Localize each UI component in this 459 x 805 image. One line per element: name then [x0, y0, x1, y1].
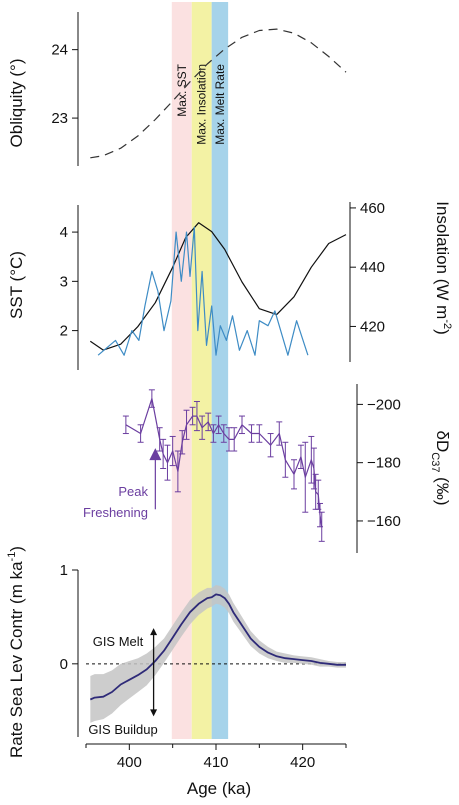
ylabel-insolation: Insolation (W m-2) [433, 201, 453, 335]
y-tick-label-sst: 3 [60, 273, 68, 290]
peak-freshening-line1: Peak [118, 484, 148, 499]
y-tick-label-dD: −160 [367, 513, 401, 530]
gis-melt-label: GIS Melt [93, 634, 144, 649]
panel-obliquity: 23 24 [51, 12, 347, 166]
y-tick-label-dD: −180 [367, 455, 401, 472]
band-max-melt-rate [211, 2, 229, 739]
y-tick-label-sst: 4 [60, 224, 68, 241]
band-label-max-melt-rate: Max. Melt Rate [213, 64, 227, 145]
highlight-bands: Max. SST Max. Insolation Max. Melt Rate [171, 2, 229, 739]
band-label-max-sst: Max. SST [175, 63, 189, 116]
panel-sst: 2 3 4 [60, 205, 309, 370]
panel-dD: −200 −180 −160 [122, 384, 401, 553]
y-tick-label-melt: 0 [60, 656, 68, 673]
y-tick-label-sst: 2 [60, 323, 68, 340]
y-tick-label-insolation: 440 [360, 259, 385, 276]
x-tick-label: 410 [203, 754, 228, 771]
y-tick-label-obliquity: 24 [51, 42, 68, 59]
ylabel-dd: δDC37 (‰) [429, 431, 452, 506]
band-max-sst [171, 2, 192, 739]
x-tick-label: 420 [290, 754, 315, 771]
band-max-insolation [191, 2, 212, 739]
axis-titles: Obliquity (°) SST (°C) Insolation (W m-2… [6, 59, 453, 798]
annotations: Peak Freshening GIS Melt GIS Buildup [83, 484, 158, 737]
uncertainty-band [90, 585, 346, 723]
y-tick-label-dD: −200 [367, 396, 401, 413]
series-line-sst [97, 226, 309, 356]
series-line-dD [125, 398, 323, 527]
gis-buildup-label: GIS Buildup [88, 722, 157, 737]
ylabel-obliquity: Obliquity (°) [7, 59, 26, 148]
y-tick-label-insolation: 460 [360, 200, 385, 217]
ylabel-sst: SST (°C) [7, 251, 26, 319]
series-line-insolation [89, 222, 347, 351]
x-axis: 400 410 420 [85, 743, 347, 771]
y-tick-label-melt: 1 [60, 562, 68, 579]
peak-freshening-arrowhead [149, 448, 162, 461]
gis-arrowhead-down [150, 709, 158, 717]
band-label-max-insolation: Max. Insolation [195, 64, 209, 145]
panel-insolation: 420 440 460 [89, 200, 385, 362]
series-line-obliquity [90, 28, 347, 159]
series-line-melt [89, 593, 346, 701]
peak-freshening-line2: Freshening [83, 505, 148, 520]
y-tick-label-insolation: 420 [360, 318, 385, 335]
panel-melt: 01 [60, 562, 346, 737]
ylabel-melt: Rate Sea Lev Contr (m ka-1) [6, 546, 26, 758]
x-tick-label: 400 [117, 754, 142, 771]
y-tick-label-obliquity: 23 [51, 110, 68, 127]
xlabel: Age (ka) [187, 779, 251, 798]
gis-arrowhead-up [150, 628, 158, 636]
